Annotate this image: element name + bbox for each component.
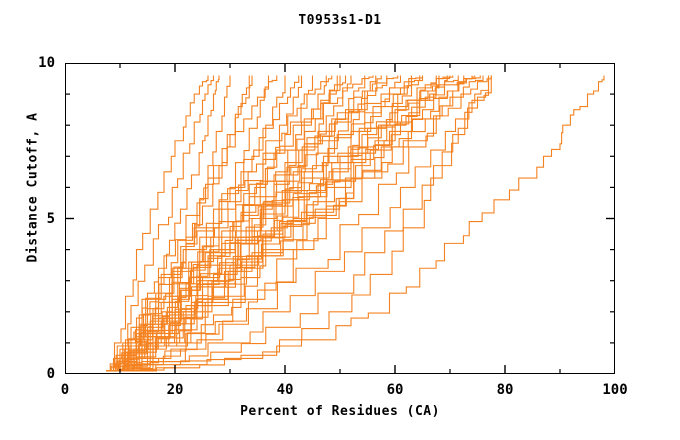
data-series-line (106, 75, 374, 372)
data-series-line (106, 75, 459, 372)
data-series-line (106, 75, 366, 372)
y-tick-label: 0 (46, 366, 55, 382)
data-series-line (106, 75, 338, 372)
y-tick-label: 5 (46, 210, 55, 227)
x-tick-label: 0 (60, 382, 70, 398)
data-series-line (106, 75, 605, 372)
data-series-line (106, 75, 333, 372)
x-axis-label: Percent of Residues (CA) (240, 404, 440, 419)
data-series-layer (106, 75, 605, 372)
data-series-line (106, 75, 492, 372)
data-series-line (106, 75, 437, 372)
data-series-line (106, 75, 476, 372)
data-series-line (106, 75, 424, 372)
x-tick-label: 100 (602, 382, 628, 398)
chart-title: T0953s1-D1 (298, 13, 382, 28)
x-tick-label: 40 (276, 382, 294, 398)
data-series-line (106, 75, 421, 372)
data-series-line (106, 75, 440, 372)
data-series-line (106, 75, 209, 372)
data-series-line (106, 75, 490, 372)
x-tick-label: 20 (166, 382, 184, 398)
y-axis-label: Distance Cutoff, A (25, 112, 41, 263)
data-series-line (106, 75, 413, 372)
data-series-line (106, 75, 303, 372)
data-series-line (106, 75, 492, 372)
data-series-line (106, 75, 413, 372)
data-series-line (106, 75, 424, 372)
x-tick-label: 60 (386, 382, 404, 398)
plot-area (65, 63, 615, 374)
y-tick-label: 10 (38, 55, 55, 71)
data-series-line (106, 75, 490, 372)
x-tick-label: 80 (496, 382, 514, 398)
data-series-line (106, 75, 451, 372)
data-series-line (106, 75, 481, 372)
data-series-line (106, 75, 215, 372)
data-series-line (106, 75, 382, 372)
data-series-line (106, 75, 399, 372)
data-series-line (106, 75, 454, 372)
data-series-line (106, 75, 278, 372)
data-series-line (106, 75, 352, 372)
